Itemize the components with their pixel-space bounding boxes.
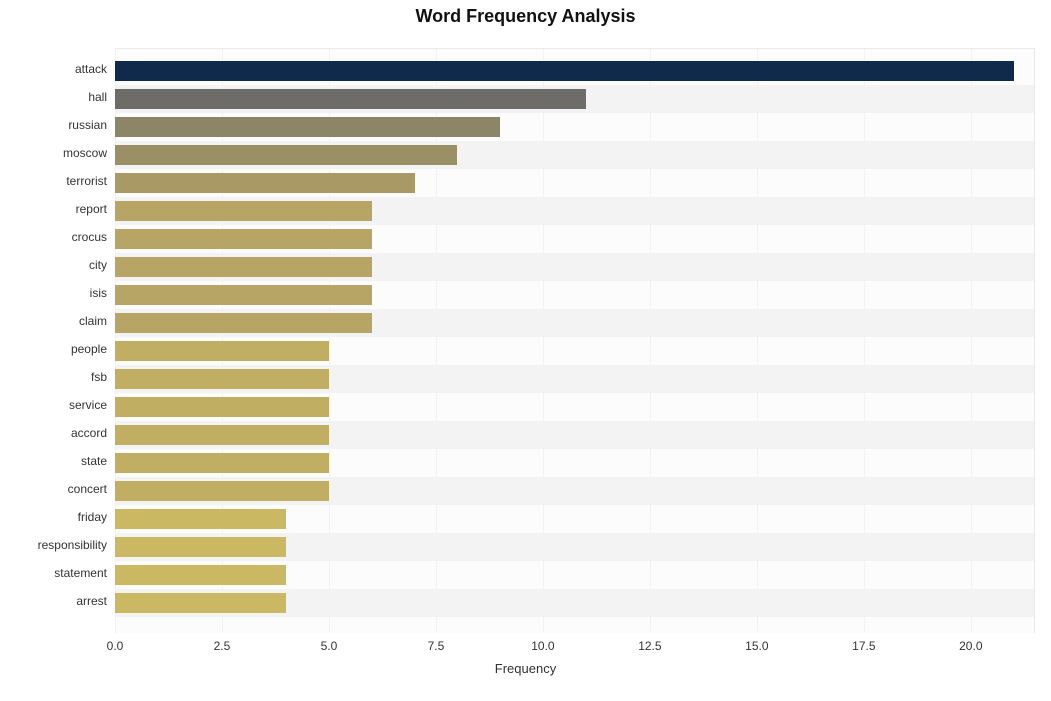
bar: [115, 593, 286, 613]
y-tick-label: moscow: [0, 146, 107, 160]
x-tick-label: 20.0: [959, 639, 982, 653]
bar: [115, 229, 372, 249]
bar: [115, 201, 372, 221]
bar: [115, 313, 372, 333]
y-tick-label: russian: [0, 118, 107, 132]
y-tick-label: isis: [0, 286, 107, 300]
plot-area: [115, 48, 1035, 633]
y-tick-label: responsibility: [0, 538, 107, 552]
y-tick-label: service: [0, 398, 107, 412]
gridline: [543, 49, 544, 633]
bar: [115, 369, 329, 389]
bar: [115, 89, 586, 109]
bar: [115, 285, 372, 305]
y-tick-label: report: [0, 202, 107, 216]
x-tick-label: 17.5: [852, 639, 875, 653]
x-tick-label: 7.5: [428, 639, 445, 653]
bar: [115, 173, 415, 193]
chart-container: Word Frequency Analysis Frequency 0.0 2.5…: [0, 0, 1051, 701]
bar: [115, 117, 500, 137]
x-tick-label: 2.5: [214, 639, 231, 653]
x-axis-title: Frequency: [0, 661, 1051, 676]
bar: [115, 453, 329, 473]
gridline: [971, 49, 972, 633]
x-tick-label: 10.0: [531, 639, 554, 653]
y-tick-label: arrest: [0, 594, 107, 608]
x-tick-label: 15.0: [745, 639, 768, 653]
bar: [115, 509, 286, 529]
bar: [115, 565, 286, 585]
chart-title: Word Frequency Analysis: [0, 6, 1051, 27]
bar: [115, 397, 329, 417]
bar: [115, 537, 286, 557]
y-tick-label: claim: [0, 314, 107, 328]
y-tick-label: concert: [0, 482, 107, 496]
y-tick-label: city: [0, 258, 107, 272]
y-tick-label: people: [0, 342, 107, 356]
y-tick-label: fsb: [0, 370, 107, 384]
gridline: [757, 49, 758, 633]
y-tick-label: statement: [0, 566, 107, 580]
bar: [115, 341, 329, 361]
gridline: [864, 49, 865, 633]
gridline: [650, 49, 651, 633]
y-tick-label: state: [0, 454, 107, 468]
x-tick-label: 5.0: [321, 639, 338, 653]
y-tick-label: attack: [0, 62, 107, 76]
y-tick-label: hall: [0, 90, 107, 104]
x-tick-label: 12.5: [638, 639, 661, 653]
y-tick-label: terrorist: [0, 174, 107, 188]
y-tick-label: crocus: [0, 230, 107, 244]
x-tick-label: 0.0: [107, 639, 124, 653]
bar: [115, 425, 329, 445]
y-tick-label: accord: [0, 426, 107, 440]
bar: [115, 257, 372, 277]
bar: [115, 145, 457, 165]
y-tick-label: friday: [0, 510, 107, 524]
bar: [115, 481, 329, 501]
bar: [115, 61, 1014, 81]
